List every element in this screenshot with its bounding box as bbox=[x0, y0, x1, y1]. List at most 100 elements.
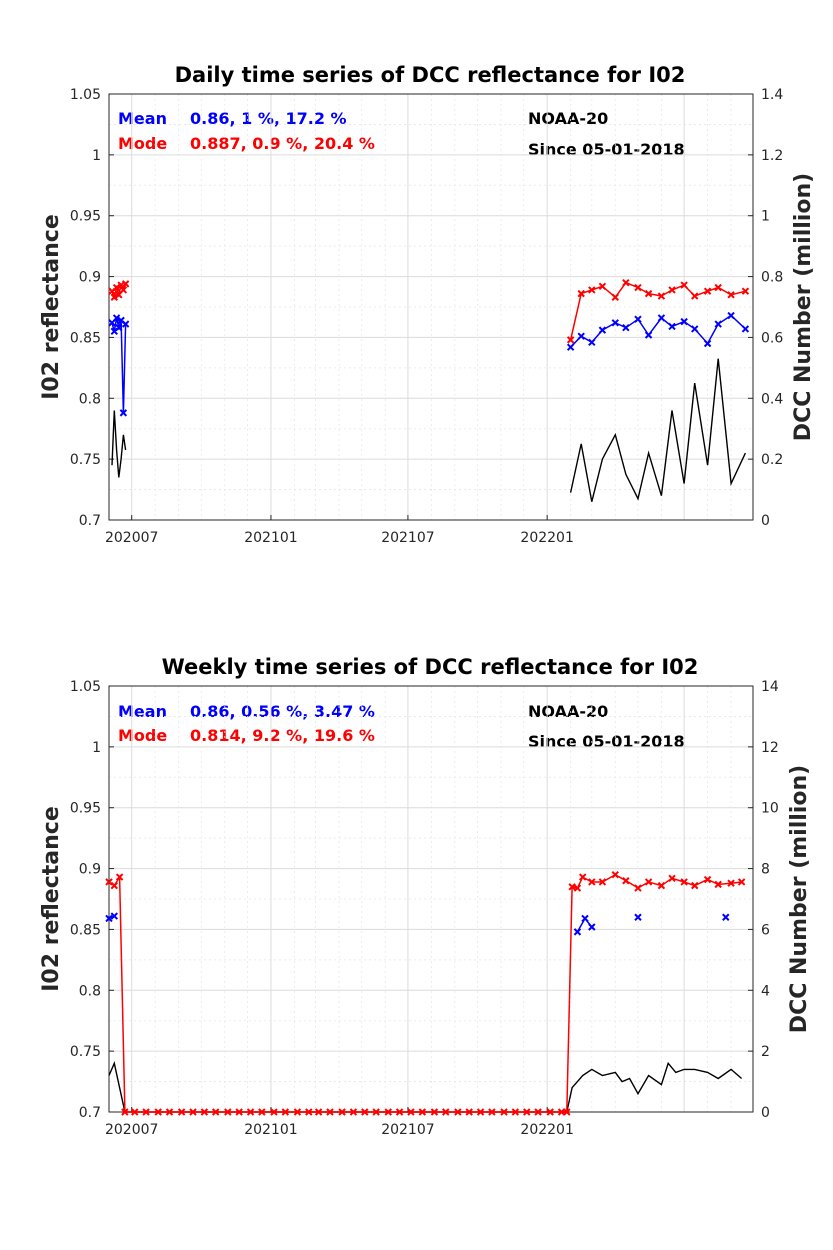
mode-label: Mode bbox=[118, 134, 167, 153]
data-point-marker bbox=[407, 1108, 415, 1116]
data-point-marker bbox=[644, 331, 653, 339]
data-point-marker bbox=[189, 1108, 197, 1116]
y2-tick-label: 14 bbox=[761, 679, 779, 695]
data-point-marker bbox=[703, 875, 712, 884]
y-tick-label: 0.85 bbox=[70, 330, 101, 346]
data-point-marker bbox=[372, 1108, 380, 1116]
y2-tick-label: 6 bbox=[761, 922, 770, 938]
series-line bbox=[108, 873, 742, 1113]
y2-tick-label: 10 bbox=[761, 801, 779, 817]
x-tick-label: 202201 bbox=[520, 1122, 573, 1138]
data-point-marker bbox=[657, 314, 666, 322]
series-dcc-number bbox=[111, 358, 747, 502]
series-line bbox=[108, 1061, 743, 1113]
data-point-marker bbox=[211, 1108, 220, 1116]
since-date-label: Since 05-01-2018 bbox=[528, 732, 685, 751]
data-point-marker bbox=[142, 1108, 150, 1116]
y-tick-label: 0.8 bbox=[79, 983, 101, 999]
x-tick-label: 202007 bbox=[105, 1122, 158, 1138]
data-point-marker bbox=[476, 1108, 485, 1116]
data-point-marker bbox=[622, 323, 630, 332]
y-tick-label: 1.05 bbox=[70, 679, 101, 695]
data-point-marker bbox=[622, 877, 630, 885]
series-line bbox=[569, 281, 746, 341]
data-point-marker bbox=[270, 1108, 278, 1116]
data-point-marker bbox=[581, 914, 589, 923]
y2-tick-label: 0.4 bbox=[761, 391, 783, 407]
data-point-marker bbox=[634, 315, 642, 323]
data-point-marker bbox=[598, 282, 607, 291]
data-point-marker bbox=[454, 1108, 462, 1116]
data-point-marker bbox=[611, 319, 619, 327]
y2-tick-label: 1.4 bbox=[761, 87, 783, 103]
data-point-marker bbox=[500, 1108, 508, 1116]
data-point-marker bbox=[634, 283, 642, 292]
data-point-marker bbox=[644, 878, 653, 886]
data-point-marker bbox=[314, 1108, 323, 1116]
data-point-marker bbox=[177, 1108, 186, 1116]
data-point-marker bbox=[714, 320, 722, 328]
data-point-marker bbox=[121, 320, 130, 328]
data-point-marker bbox=[680, 281, 688, 289]
data-point-marker bbox=[165, 1108, 174, 1116]
data-point-marker bbox=[588, 923, 596, 931]
data-point-marker bbox=[741, 287, 750, 295]
data-point-marker bbox=[727, 879, 735, 887]
y-tick-label: 0.9 bbox=[79, 270, 101, 286]
data-point-marker bbox=[430, 1108, 439, 1116]
y-tick-label: 0.75 bbox=[70, 452, 101, 468]
data-point-marker bbox=[465, 1108, 473, 1116]
y2-tick-label: 0.6 bbox=[761, 330, 783, 346]
data-point-marker bbox=[110, 881, 119, 890]
data-point-marker bbox=[566, 343, 575, 351]
plot-area-frame bbox=[108, 93, 754, 521]
data-point-marker bbox=[668, 286, 676, 294]
y2-tick-label: 1 bbox=[761, 209, 770, 225]
data-point-marker bbox=[588, 338, 596, 347]
y-tick-label: 1 bbox=[92, 740, 101, 756]
data-point-marker bbox=[523, 1108, 531, 1116]
chart-title: Daily time series of DCC reflectance for… bbox=[175, 63, 686, 87]
data-point-marker bbox=[200, 1108, 209, 1116]
data-point-marker bbox=[566, 336, 575, 344]
y-tick-label: 0.8 bbox=[79, 391, 101, 407]
data-point-marker bbox=[657, 292, 666, 300]
data-point-marker bbox=[573, 928, 582, 936]
x-tick-label: 202101 bbox=[244, 1122, 297, 1138]
data-point-marker bbox=[680, 878, 688, 886]
data-point-marker bbox=[737, 878, 746, 886]
y-axis-label: I02 reflectance bbox=[39, 214, 64, 400]
data-point-marker bbox=[131, 1108, 139, 1116]
mode-stats: 0.814, 9.2 %, 19.6 % bbox=[190, 726, 375, 745]
data-point-marker bbox=[611, 870, 619, 879]
x-tick-label: 202107 bbox=[381, 1122, 434, 1138]
data-point-marker bbox=[568, 883, 576, 891]
data-point-marker bbox=[588, 878, 596, 886]
data-point-marker bbox=[349, 1108, 358, 1116]
data-point-marker bbox=[577, 289, 585, 298]
series-line bbox=[111, 410, 127, 478]
data-point-marker bbox=[579, 873, 587, 881]
series-mode bbox=[105, 870, 746, 1116]
data-point-marker bbox=[534, 1108, 542, 1116]
data-point-marker bbox=[258, 1108, 266, 1116]
y2-axis-label: DCC Number (million) bbox=[791, 173, 816, 441]
data-point-marker bbox=[110, 912, 119, 920]
data-point-marker bbox=[361, 1108, 369, 1116]
data-point-marker bbox=[644, 289, 653, 298]
data-point-marker bbox=[112, 314, 121, 322]
mean-stats: 0.86, 1 %, 17.2 % bbox=[190, 109, 347, 128]
data-point-marker bbox=[154, 1108, 162, 1116]
data-point-marker bbox=[563, 1108, 571, 1116]
mean-label: Mean bbox=[118, 109, 167, 128]
y2-tick-label: 12 bbox=[761, 740, 779, 756]
data-point-marker bbox=[442, 1108, 450, 1116]
y-tick-label: 0.75 bbox=[70, 1044, 101, 1060]
x-tick-label: 202101 bbox=[244, 530, 297, 546]
data-point-marker bbox=[722, 913, 730, 921]
data-point-marker bbox=[703, 287, 712, 295]
series-mean bbox=[105, 912, 730, 936]
y-tick-label: 0.9 bbox=[79, 862, 101, 878]
mean-stats: 0.86, 0.56 %, 3.47 % bbox=[190, 702, 375, 721]
